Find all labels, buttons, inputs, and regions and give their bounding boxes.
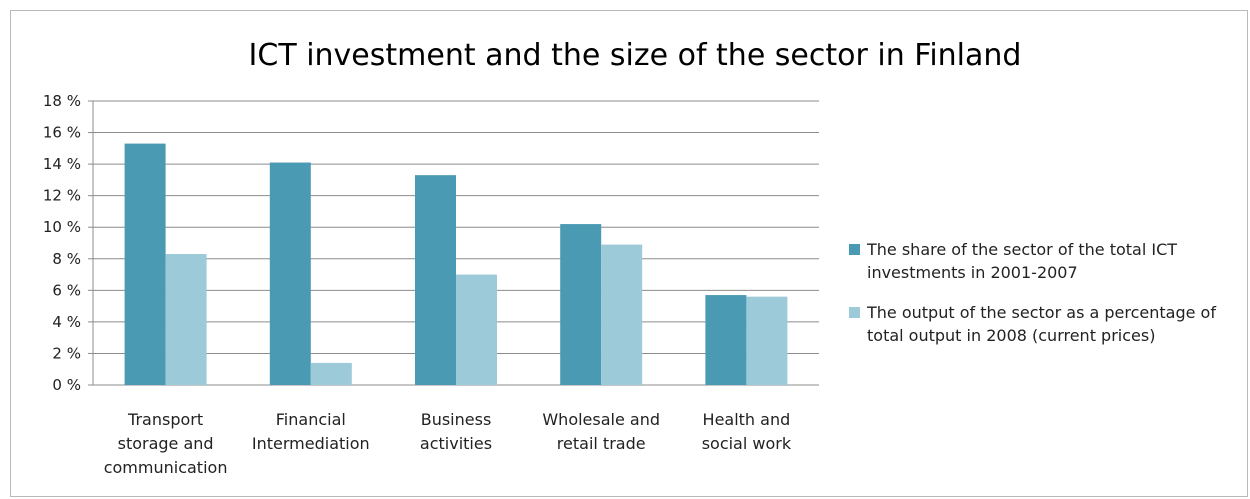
x-category-label: Wholesale and retail trade: [542, 410, 660, 453]
bar-output-share: [165, 254, 207, 385]
bar-output-share: [310, 362, 352, 385]
y-tick-label: 6 %: [52, 281, 81, 299]
bar-ict-share: [124, 143, 166, 385]
legend-swatch: [849, 307, 860, 318]
bar-output-share: [601, 244, 643, 385]
y-tick-label: 8 %: [52, 250, 81, 268]
y-tick-label: 10 %: [43, 218, 81, 236]
bar-ict-share: [560, 224, 602, 385]
bars: [124, 143, 788, 385]
chart-title: ICT investment and the size of the secto…: [249, 38, 1022, 73]
y-tick-label: 0 %: [52, 376, 81, 394]
y-axis-ticks: 0 % 2 % 4 % 6 % 8 % 10 % 12 % 14 % 16 % 18 %: [43, 92, 81, 394]
legend-label: The output of the sector as a percentage…: [866, 303, 1216, 345]
bar-ict-share: [705, 295, 747, 385]
y-tick-label: 2 %: [52, 344, 81, 362]
y-tick-label: 18 %: [43, 92, 81, 110]
bar-output-share: [456, 274, 497, 385]
x-category-label: Business activities: [420, 410, 492, 453]
legend-swatch: [849, 244, 860, 255]
x-category-label: Health and social work: [702, 410, 792, 453]
bar-ict-share: [415, 175, 456, 385]
legend: The share of the sector of the total ICT…: [849, 240, 1216, 345]
chart-frame: ICT investment and the size of the secto…: [10, 10, 1248, 497]
bar-output-share: [746, 296, 788, 385]
y-tick-label: 14 %: [43, 155, 81, 173]
x-axis-labels: Transport storage and communication Financi…: [104, 410, 792, 477]
legend-label: The share of the sector of the total ICT…: [866, 240, 1177, 282]
x-category-label: Financial Intermediation: [252, 410, 370, 453]
y-tick-label: 16 %: [43, 124, 81, 142]
bar-ict-share: [269, 162, 311, 385]
bar-chart: ICT investment and the size of the secto…: [43, 38, 1216, 477]
x-category-label: Transport storage and communication: [104, 410, 228, 477]
y-tick-label: 4 %: [52, 313, 81, 331]
y-tick-label: 12 %: [43, 187, 81, 205]
